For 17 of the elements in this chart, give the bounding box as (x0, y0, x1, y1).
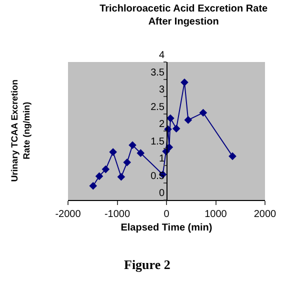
y-tick-label: 1.5 (150, 136, 165, 148)
y-tick-label: 3 (158, 84, 165, 96)
y-tick-label: 4 (158, 50, 165, 61)
x-tick-label: -1000 (104, 209, 130, 220)
y-tick-label: 1 (158, 154, 165, 164)
y-tick-label: 0 (158, 188, 165, 199)
y-tick-label: 2.5 (150, 102, 165, 113)
y-tick-label: 0.5 (150, 170, 165, 182)
x-tick-label: -2000 (55, 209, 82, 220)
x-tick-label: 2000 (254, 209, 277, 220)
y-axis-title: Urinary TCAA Excretion Rate (ng/min) (10, 80, 32, 182)
caption: Figure 2 (124, 257, 170, 272)
chart-title: Trichloroacetic Acid Excretion Rate After Ingestion (100, 3, 268, 28)
x-axis-title: Elapsed Time (min) (120, 222, 212, 234)
y-tick-label: 3.5 (150, 67, 165, 78)
y-tick-label: 2 (158, 119, 165, 130)
x-tick-label: 1000 (204, 209, 228, 220)
